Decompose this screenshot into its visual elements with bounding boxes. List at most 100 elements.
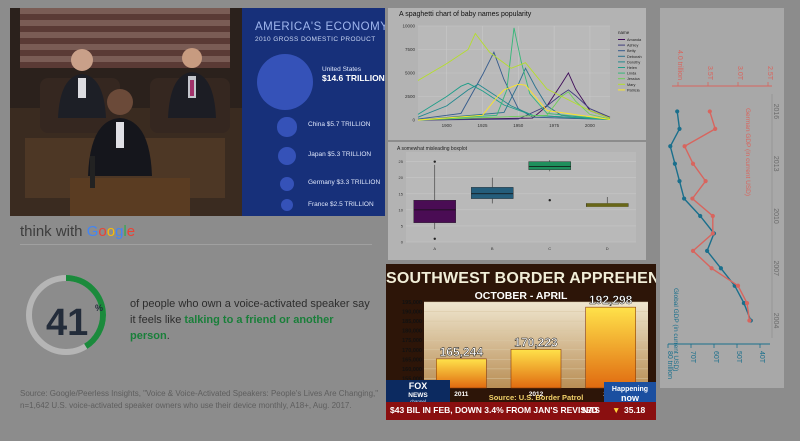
y-tick-label: 10000 [402,24,415,29]
global-axis-tick-label: 60T [712,351,719,364]
series-line [417,67,611,121]
y-tick-label: 15 [399,191,404,196]
x-tick-label: 2012 [529,391,544,398]
stat-ring-fill [26,275,106,355]
stat-value: 41 [46,302,89,344]
ticker-value: 35.18 [624,405,646,415]
economy-label: United States $14.6 TRILLION [322,66,385,83]
global-gdp-point [705,248,710,253]
global-axis-tick-label: 50T [735,351,742,364]
happening-now-text: now [621,393,640,403]
year-tick-label: 2007 [772,260,779,276]
think-with-google-logo: think with Google [20,223,135,240]
boxplot-panel: A somewhat misleading boxplot 0 5 10 15 20 25… [388,142,646,260]
y-tick-label: 170,000 [402,348,422,354]
brand-prefix: think with [20,223,87,240]
x-tick-label: 1950 [513,123,524,128]
ticker-text: $43 BIL IN FEB, DOWN 3.4% FROM JAN'S REV… [390,405,598,415]
person-center [88,89,152,176]
legend-title: name [618,30,630,35]
box-body [528,161,571,170]
spaghetti-chart-title: A spaghetti chart of baby names populari… [399,11,532,18]
ticker-arrow-icon: ▼ [612,405,621,415]
legend-label: Linda [627,72,637,76]
global-axis-tick-label: 40T [758,351,765,364]
year-tick-label: 2013 [772,156,779,172]
y-tick-label: 20 [399,175,404,180]
german-gdp-point [744,301,750,306]
series-line [417,83,611,121]
global-axis-tick-label: 80 trillion [666,351,673,379]
economy-bubble [257,54,313,110]
gdp-connected-scatter: 80 trillion 70T 60T 50T 40T Global GDP (in cu… [666,50,779,379]
economy-bubble [277,146,297,166]
global-gdp-point [698,213,703,219]
brand-letter: G [86,223,99,240]
year-tick-label: 2004 [772,313,779,329]
y-tick-label: 7500 [405,47,416,52]
y-tick-label: 190,000 [402,310,422,316]
economy-bubble [279,176,295,192]
divider [20,244,372,245]
german-gdp-point [710,213,715,219]
think-with-google-panel: think with Google 41 % of people who own… [0,216,388,441]
x-tick-label: A [433,246,436,251]
german-gdp-point [690,161,696,166]
y-tick-label: 175,000 [402,338,422,344]
legend-label: Helen [627,66,637,70]
german-gdp-point [709,266,714,271]
y-tick-label: 165,000 [402,357,422,363]
german-gdp-point [690,196,695,201]
box-body [471,187,514,199]
economy-infographic: AMERICA'S ECONOMY 2010 GROSS DOMESTIC PR… [242,8,385,216]
legend-label: Patricia [627,88,641,92]
economy-label: Germany $3.3 TRILLION [308,179,380,186]
speech-infographic-panel: AMERICA'S ECONOMY 2010 GROSS DOMESTIC PR… [10,8,385,216]
economy-amount: $5.7 TRILLION [326,121,371,128]
stat-text-end: . [166,330,170,342]
economy-amount: $2.5 TRILLION [330,201,374,208]
y-tick-label: 10 [399,207,404,212]
global-gdp-point [677,179,682,184]
x-tick-label: C [548,246,551,251]
series-line [417,27,611,121]
legend-label: Mary [627,83,636,87]
y-tick-label: 25 [399,159,404,164]
x-tick-label: B [491,246,494,251]
fox-source: Source: U.S. Border Patrol [489,393,584,402]
boxplot-title: A somewhat misleading boxplot [397,146,468,152]
box-outlier [433,237,436,240]
german-gdp-point [713,126,718,131]
legend-label: Amanda [627,38,642,42]
economy-country: Germany [308,179,337,186]
economy-amount: $14.6 TRILLION [322,73,385,83]
economy-country: Japan [308,151,328,158]
y-tick-label: 160,000 [402,367,422,373]
y-tick-label: 155,000 [402,376,422,382]
happening-now-box [604,382,656,404]
x-tick-label: D [606,246,609,251]
legend-label: Jessica [627,77,641,81]
gdp-chart-panel: 80 trillion 70T 60T 50T 40T Global GDP (in cu… [660,8,784,388]
stat-text-plain: of people who own a voice-activated spea… [130,298,370,326]
global-gdp-point [672,161,677,166]
german-gdp-point [703,179,708,184]
global-gdp-line [669,111,752,321]
fox-logo-box [386,380,450,404]
global-gdp-point [677,126,682,131]
bar-value-label: 192,298 [589,293,633,307]
economy-country: China [308,121,327,128]
person-left [58,49,106,118]
person-right [168,48,216,118]
x-tick-label: 1900 [442,123,453,128]
x-tick-label: 1975 [549,123,560,128]
fox-headline: SOUTHWEST BORDER APPREHENSIONS [386,270,656,287]
economy-country: United States [322,66,362,73]
brand-letter: o [106,223,116,240]
x-tick-label: 1925 [477,123,488,128]
spaghetti-chart: 0 2500 5000 7500 10000 1900 1925 1950 1975 2000 na… [402,24,642,129]
y-tick-label: 5 [401,223,404,228]
boxplot-chart: 0 5 10 15 20 25 A B C D [399,152,636,251]
box-body [413,200,456,223]
economy-amount: $3.3 TRILLION [336,179,381,186]
